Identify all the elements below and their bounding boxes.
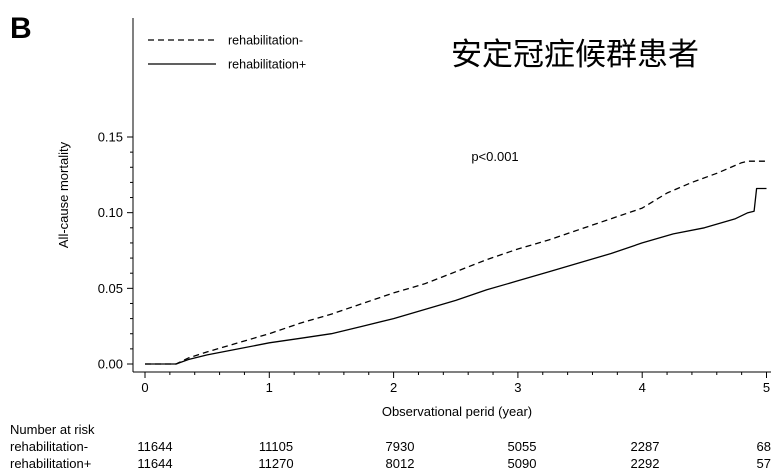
risk-value: 11270	[258, 456, 293, 471]
risk-value: 11644	[137, 456, 172, 471]
risk-table: Number at risk rehabilitation- 11644 11105…	[10, 422, 771, 471]
y-tick-label: 0.10	[98, 205, 123, 220]
series-line-rehabilitation	[145, 160, 767, 365]
x-tick-label: 5	[763, 380, 770, 395]
risk-row-label: rehabilitation+	[10, 456, 91, 471]
x-tick-label: 4	[639, 380, 646, 395]
legend-label: rehabilitation+	[228, 58, 306, 72]
x-tick-label: 3	[514, 380, 521, 395]
risk-value: 68	[757, 439, 771, 454]
risk-value: 8012	[386, 456, 415, 471]
series-layer	[145, 160, 767, 365]
risk-value: 11105	[259, 439, 293, 454]
risk-table-title: Number at risk	[10, 422, 95, 437]
risk-value: 2292	[631, 456, 660, 471]
y-axis-label: All-cause mortality	[56, 141, 71, 248]
x-tick-label: 1	[266, 380, 273, 395]
risk-row-label: rehabilitation-	[10, 439, 88, 454]
risk-value: 2287	[631, 439, 660, 454]
y-tick-label: 0.05	[98, 281, 123, 296]
x-axis-label: Observational perid (year)	[382, 404, 532, 419]
p-value-annotation: p<0.001	[471, 149, 518, 164]
x-tick-label: 2	[390, 380, 397, 395]
risk-value: 57	[757, 456, 771, 471]
risk-value: 11644	[137, 439, 172, 454]
legend-label: rehabilitation-	[228, 34, 303, 48]
series-line-rehabilitation	[145, 187, 767, 365]
legend: rehabilitation-rehabilitation+	[148, 34, 306, 72]
x-tick-label: 0	[141, 380, 148, 395]
risk-value: 7930	[386, 439, 415, 454]
risk-value: 5055	[508, 439, 537, 454]
y-tick-label: 0.00	[98, 357, 123, 372]
y-tick-label: 0.15	[98, 130, 123, 145]
panel-letter: B	[10, 12, 32, 45]
overlay-title: 安定冠症候群患者	[451, 37, 699, 73]
risk-value: 5090	[508, 456, 537, 471]
axes: 0.00 0.05 0.10 0.15 0 1 2 3 4 5	[98, 18, 771, 395]
